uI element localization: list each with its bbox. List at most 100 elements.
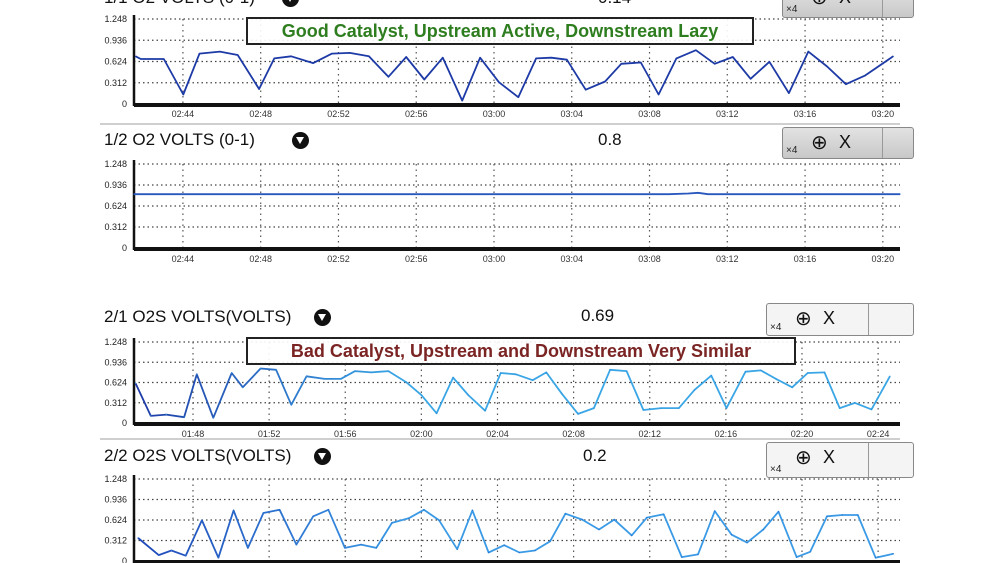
dropdown-icon[interactable]: [314, 309, 331, 326]
close-button[interactable]: X: [823, 447, 836, 467]
data-point: [839, 407, 841, 409]
data-point: [841, 514, 843, 516]
x-tick-label: 02:08: [562, 429, 585, 439]
data-point: [777, 511, 780, 513]
data-point: [707, 193, 709, 195]
annotation-bad-catalyst: Bad Catalyst, Upstream and Downstream Ve…: [246, 337, 796, 365]
data-point: [140, 58, 142, 60]
y-tick-label: 0: [122, 418, 127, 428]
dropdown-icon[interactable]: [314, 448, 331, 465]
zoom-button[interactable]: ×4 ⊕ X: [766, 442, 914, 478]
x-tick-label: 02:56: [405, 109, 428, 119]
y-tick-label: 1.248: [104, 337, 127, 347]
x-tick-label: 03:08: [638, 254, 661, 264]
data-point: [408, 517, 410, 519]
data-point: [327, 509, 330, 511]
data-point: [631, 534, 633, 536]
data-point: [163, 58, 165, 60]
data-point: [889, 375, 891, 377]
data-point: [134, 382, 137, 385]
data-point: [870, 408, 873, 410]
o2-voltage-series-line: [134, 367, 891, 419]
data-point: [640, 61, 642, 64]
close-button[interactable]: X: [823, 308, 836, 328]
dropdown-icon[interactable]: [282, 0, 299, 7]
data-point: [545, 371, 547, 373]
zoom-button[interactable]: ×4 ⊕ X: [782, 0, 914, 18]
zoom-multiplier: ×4: [770, 464, 782, 475]
data-point: [687, 192, 690, 195]
data-point: [391, 522, 393, 524]
data-point: [498, 81, 500, 83]
data-point: [290, 404, 292, 406]
data-point: [660, 407, 662, 409]
data-point: [340, 378, 342, 380]
close-button[interactable]: X: [839, 0, 851, 8]
data-point: [657, 93, 660, 96]
data-point: [305, 375, 308, 377]
data-point: [484, 410, 486, 412]
data-point: [535, 57, 537, 59]
data-point: [746, 542, 748, 544]
data-point: [791, 386, 793, 388]
zoom-in-icon[interactable]: ⊕: [811, 132, 828, 154]
data-point: [795, 556, 798, 558]
y-tick-label: 0.624: [104, 378, 127, 388]
zoom-in-icon[interactable]: ⊕: [795, 308, 812, 330]
close-button[interactable]: X: [839, 132, 852, 152]
data-point: [750, 78, 752, 80]
data-point: [237, 54, 239, 56]
data-point: [247, 547, 249, 549]
data-point: [133, 193, 135, 195]
data-point: [532, 379, 534, 381]
x-tick-label: 02:04: [486, 429, 509, 439]
data-point: [581, 519, 583, 521]
zoom-in-icon[interactable]: ⊕: [811, 0, 828, 10]
data-point: [695, 49, 697, 51]
data-point: [732, 56, 734, 58]
y-tick-label: 0: [122, 556, 127, 563]
x-tick-label: 02:44: [172, 109, 195, 119]
x-tick-label: 03:00: [483, 109, 506, 119]
data-point: [258, 88, 260, 90]
panel-title: 1/2 O2 VOLTS (0-1): [104, 130, 255, 149]
zoom-multiplier: ×4: [786, 4, 798, 15]
x-tick-label: 02:48: [249, 254, 272, 264]
y-tick-label: 0.312: [104, 398, 127, 408]
x-tick-label: 02:52: [327, 254, 350, 264]
x-tick-label: 02:48: [249, 109, 272, 119]
data-point: [158, 554, 160, 556]
data-point: [387, 76, 389, 78]
data-point: [331, 52, 333, 55]
zoom-in-icon[interactable]: ⊕: [795, 447, 812, 469]
data-point: [360, 543, 362, 546]
data-point: [488, 551, 490, 554]
data-point: [518, 551, 520, 554]
data-point: [550, 57, 552, 59]
data-point: [278, 509, 281, 511]
divider: [100, 438, 900, 440]
data-point: [697, 553, 699, 556]
x-tick-label: 01:48: [182, 429, 205, 439]
data-point: [517, 96, 519, 98]
data-point: [259, 367, 262, 370]
data-point: [442, 57, 444, 59]
dropdown-icon[interactable]: [292, 132, 309, 149]
data-point: [625, 370, 628, 372]
data-point: [387, 370, 389, 372]
data-point: [183, 416, 185, 418]
data-point: [185, 555, 187, 557]
data-point: [435, 412, 438, 414]
zoom-button[interactable]: ×4 ⊕ X: [782, 127, 914, 159]
y-tick-label: 0.936: [104, 35, 127, 45]
o2-voltage-series-line: [134, 191, 900, 196]
x-tick-label: 01:52: [258, 429, 281, 439]
zoom-button[interactable]: ×4 ⊕ X: [766, 303, 914, 336]
data-point: [697, 192, 699, 194]
x-tick-label: 03:20: [872, 109, 895, 119]
data-point: [646, 517, 648, 519]
y-tick-label: 0.936: [104, 495, 127, 505]
data-point: [312, 62, 314, 64]
y-tick-label: 0: [122, 99, 127, 109]
